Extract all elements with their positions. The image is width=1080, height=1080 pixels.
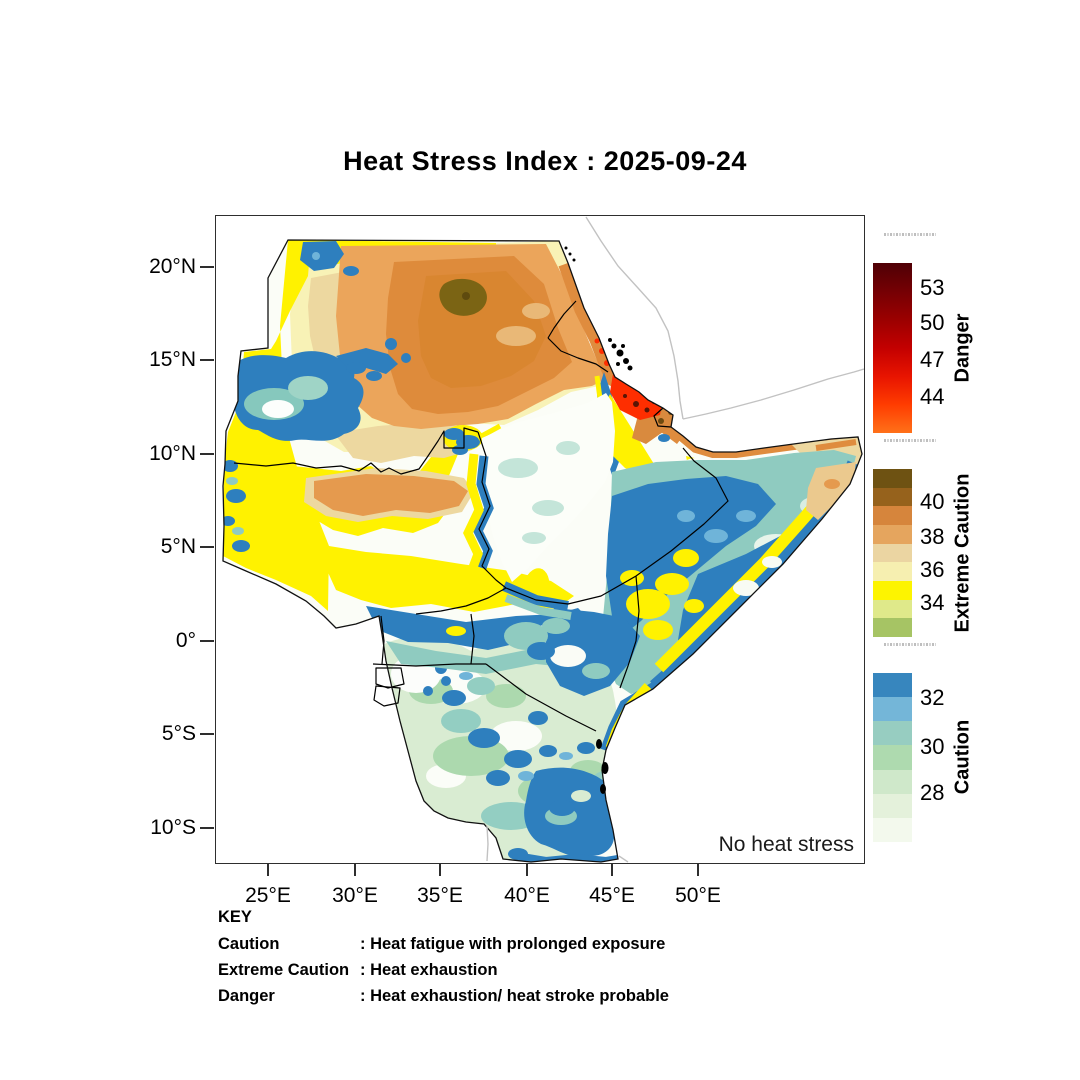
region-somalia [602,450,862,695]
key-description: : Heat exhaustion [360,961,498,979]
legend-band [873,580,912,600]
y-axis-tick [200,359,214,361]
key-row: Caution : Heat fatigue with prolonged exp… [218,935,669,954]
legend-tick-label: 47 [920,347,945,372]
legend-bar-danger [873,263,912,433]
x-axis-label: 25°E [245,884,291,907]
y-axis-tick [200,546,214,548]
y-axis-tick [200,827,214,829]
legend-band [873,524,912,544]
legend-fine-print [884,233,936,236]
legend-fine-print [884,643,936,646]
legend-tick-label: 40 [920,489,945,514]
legend-band [873,562,912,581]
legend-tick-label: 38 [920,524,945,549]
no-heat-stress-label: No heat stress [718,833,854,856]
legend-fine-print [884,439,936,442]
legend-band [873,506,912,525]
x-axis-label: 40°E [504,884,550,907]
map-plot-area: No heat stress [215,215,865,864]
x-axis-tick [267,863,269,876]
arabian-coastline-gray [486,216,864,863]
legend-band [873,599,912,619]
legend-tick-label: 53 [920,275,945,300]
legend-section-label-danger: Danger [951,313,974,383]
y-axis-tick [200,453,214,455]
x-axis-tick [611,863,613,876]
x-axis-label: 45°E [589,884,635,907]
legend-band [873,487,912,507]
legend-tick-label: 50 [920,310,945,335]
legend-bar-extreme_caution [873,469,912,637]
y-axis-label: 10°N [149,442,196,465]
legend-tick-label: 44 [920,384,945,409]
island-dots [564,246,633,794]
legend-band [873,697,912,722]
legend-tick-label: 28 [920,780,945,805]
x-axis-tick [354,863,356,876]
region-south-green [381,636,620,862]
key-description: : Heat fatigue with prolonged exposure [360,935,666,953]
key-term: Extreme Caution [218,961,350,979]
legend-band [873,469,912,488]
y-axis-label: 5°S [161,722,196,745]
x-axis-label: 35°E [417,884,463,907]
legend-band [873,769,912,794]
x-axis-label: 30°E [332,884,378,907]
legend-tick-label: 34 [920,590,945,615]
legend-bar-caution [873,673,912,842]
legend-band [873,793,912,818]
key-description: : Heat exhaustion/ heat stroke probable [360,987,669,1005]
key-term: Caution [218,935,280,953]
legend-tick-label: 30 [920,734,945,759]
country-borders [233,300,729,732]
y-axis-label: 20°N [149,255,196,278]
key-row: Danger : Heat exhaustion/ heat stroke pro… [218,987,669,1006]
y-axis-label: 0° [175,629,196,652]
x-axis-label: 50°E [675,884,721,907]
legend-section-label-extreme_caution: Extreme Caution [951,473,974,633]
key-block: KEY Caution : Heat fatigue with prolonged… [218,908,669,1006]
legend-band [873,745,912,770]
key-term: Danger [218,987,275,1005]
y-axis-tick [200,266,214,268]
y-axis-tick [200,640,214,642]
x-axis-tick [526,863,528,876]
legend-tick-label: 36 [920,557,945,582]
legend-band [873,543,912,563]
y-axis-label: 10°S [150,816,196,839]
heat-stress-map [222,216,864,863]
legend-band [873,817,912,842]
coastline-outline [222,239,863,863]
y-axis-label: 5°N [160,535,196,558]
page-title: Heat Stress Index : 2025-09-24 [343,146,747,176]
key-heading: KEY [218,908,252,926]
legend-band [873,721,912,746]
legend-tick-label: 32 [920,685,945,710]
legend-band [873,673,912,698]
legend-band [873,618,912,637]
legend-section-label-caution: Caution [951,719,974,795]
x-axis-tick [439,863,441,876]
region-sudan-orange [223,240,608,611]
x-axis-tick [697,863,699,876]
y-axis-tick [200,733,214,735]
y-axis-label: 15°N [149,348,196,371]
key-row: Extreme Caution : Heat exhaustion [218,961,669,980]
